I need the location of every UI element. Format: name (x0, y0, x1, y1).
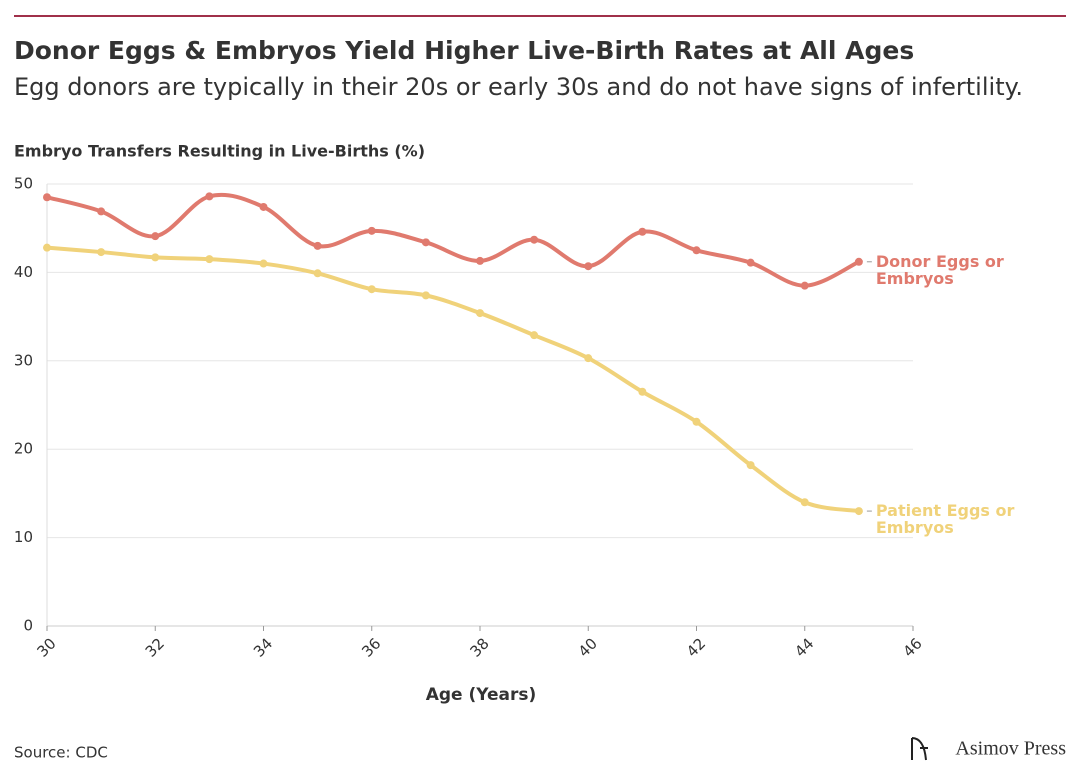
point (151, 232, 160, 241)
point (97, 207, 106, 216)
series-line (46, 192, 860, 288)
point (746, 258, 755, 267)
y-axis-title: Embryo Transfers Resulting in Live-Birth… (14, 142, 425, 161)
brand: Asimov Press (955, 738, 1066, 760)
x-tick-label: 46 (900, 635, 926, 661)
chart-title: Donor Eggs & Embryos Yield Higher Live-B… (14, 36, 914, 65)
point (584, 354, 593, 363)
point (638, 227, 647, 236)
point (692, 246, 701, 255)
x-tick-label: 36 (358, 635, 384, 661)
point (530, 331, 539, 340)
point (584, 262, 593, 271)
y-tick-label: 0 (23, 617, 33, 635)
point (476, 256, 484, 265)
y-tick-label: 40 (14, 263, 33, 281)
source: Source: CDC (14, 744, 108, 762)
y-tick-label: 20 (14, 440, 33, 458)
point (746, 461, 755, 470)
chart-subtitle: Egg donors are typically in their 20s or… (14, 73, 1023, 101)
x-tick-label: 34 (250, 635, 276, 661)
point (367, 226, 376, 235)
series-label: Patient Eggs or Embryos (875, 501, 1015, 538)
point (692, 417, 701, 426)
x-tick-label: 42 (683, 635, 709, 661)
x-tick-label: 40 (575, 635, 601, 661)
x-axis-title: Age (Years) (426, 685, 537, 705)
point (259, 259, 268, 268)
point (205, 255, 214, 264)
point (854, 257, 863, 266)
point (800, 281, 809, 290)
point (205, 192, 214, 201)
series-line (46, 245, 860, 514)
point (43, 193, 51, 202)
point (421, 238, 430, 247)
x-tick-label: 44 (791, 635, 817, 661)
point (476, 309, 484, 318)
point (530, 235, 539, 244)
point (259, 202, 268, 211)
point (313, 241, 322, 250)
point (313, 269, 322, 278)
point (97, 248, 106, 257)
brand-logo (911, 737, 928, 761)
series-label: Donor Eggs or Embryos (875, 251, 1004, 288)
point (854, 507, 863, 516)
point (367, 285, 376, 294)
point (421, 291, 430, 300)
y-tick-label: 50 (14, 175, 33, 193)
x-tick-label: 38 (467, 635, 493, 661)
x-tick-label: 30 (34, 635, 60, 661)
point (638, 387, 647, 396)
x-tick-label: 32 (142, 635, 168, 661)
point (800, 498, 809, 507)
y-tick-label: 10 (14, 528, 33, 546)
y-tick-label: 30 (14, 351, 33, 369)
point (151, 253, 160, 262)
point (43, 243, 51, 252)
